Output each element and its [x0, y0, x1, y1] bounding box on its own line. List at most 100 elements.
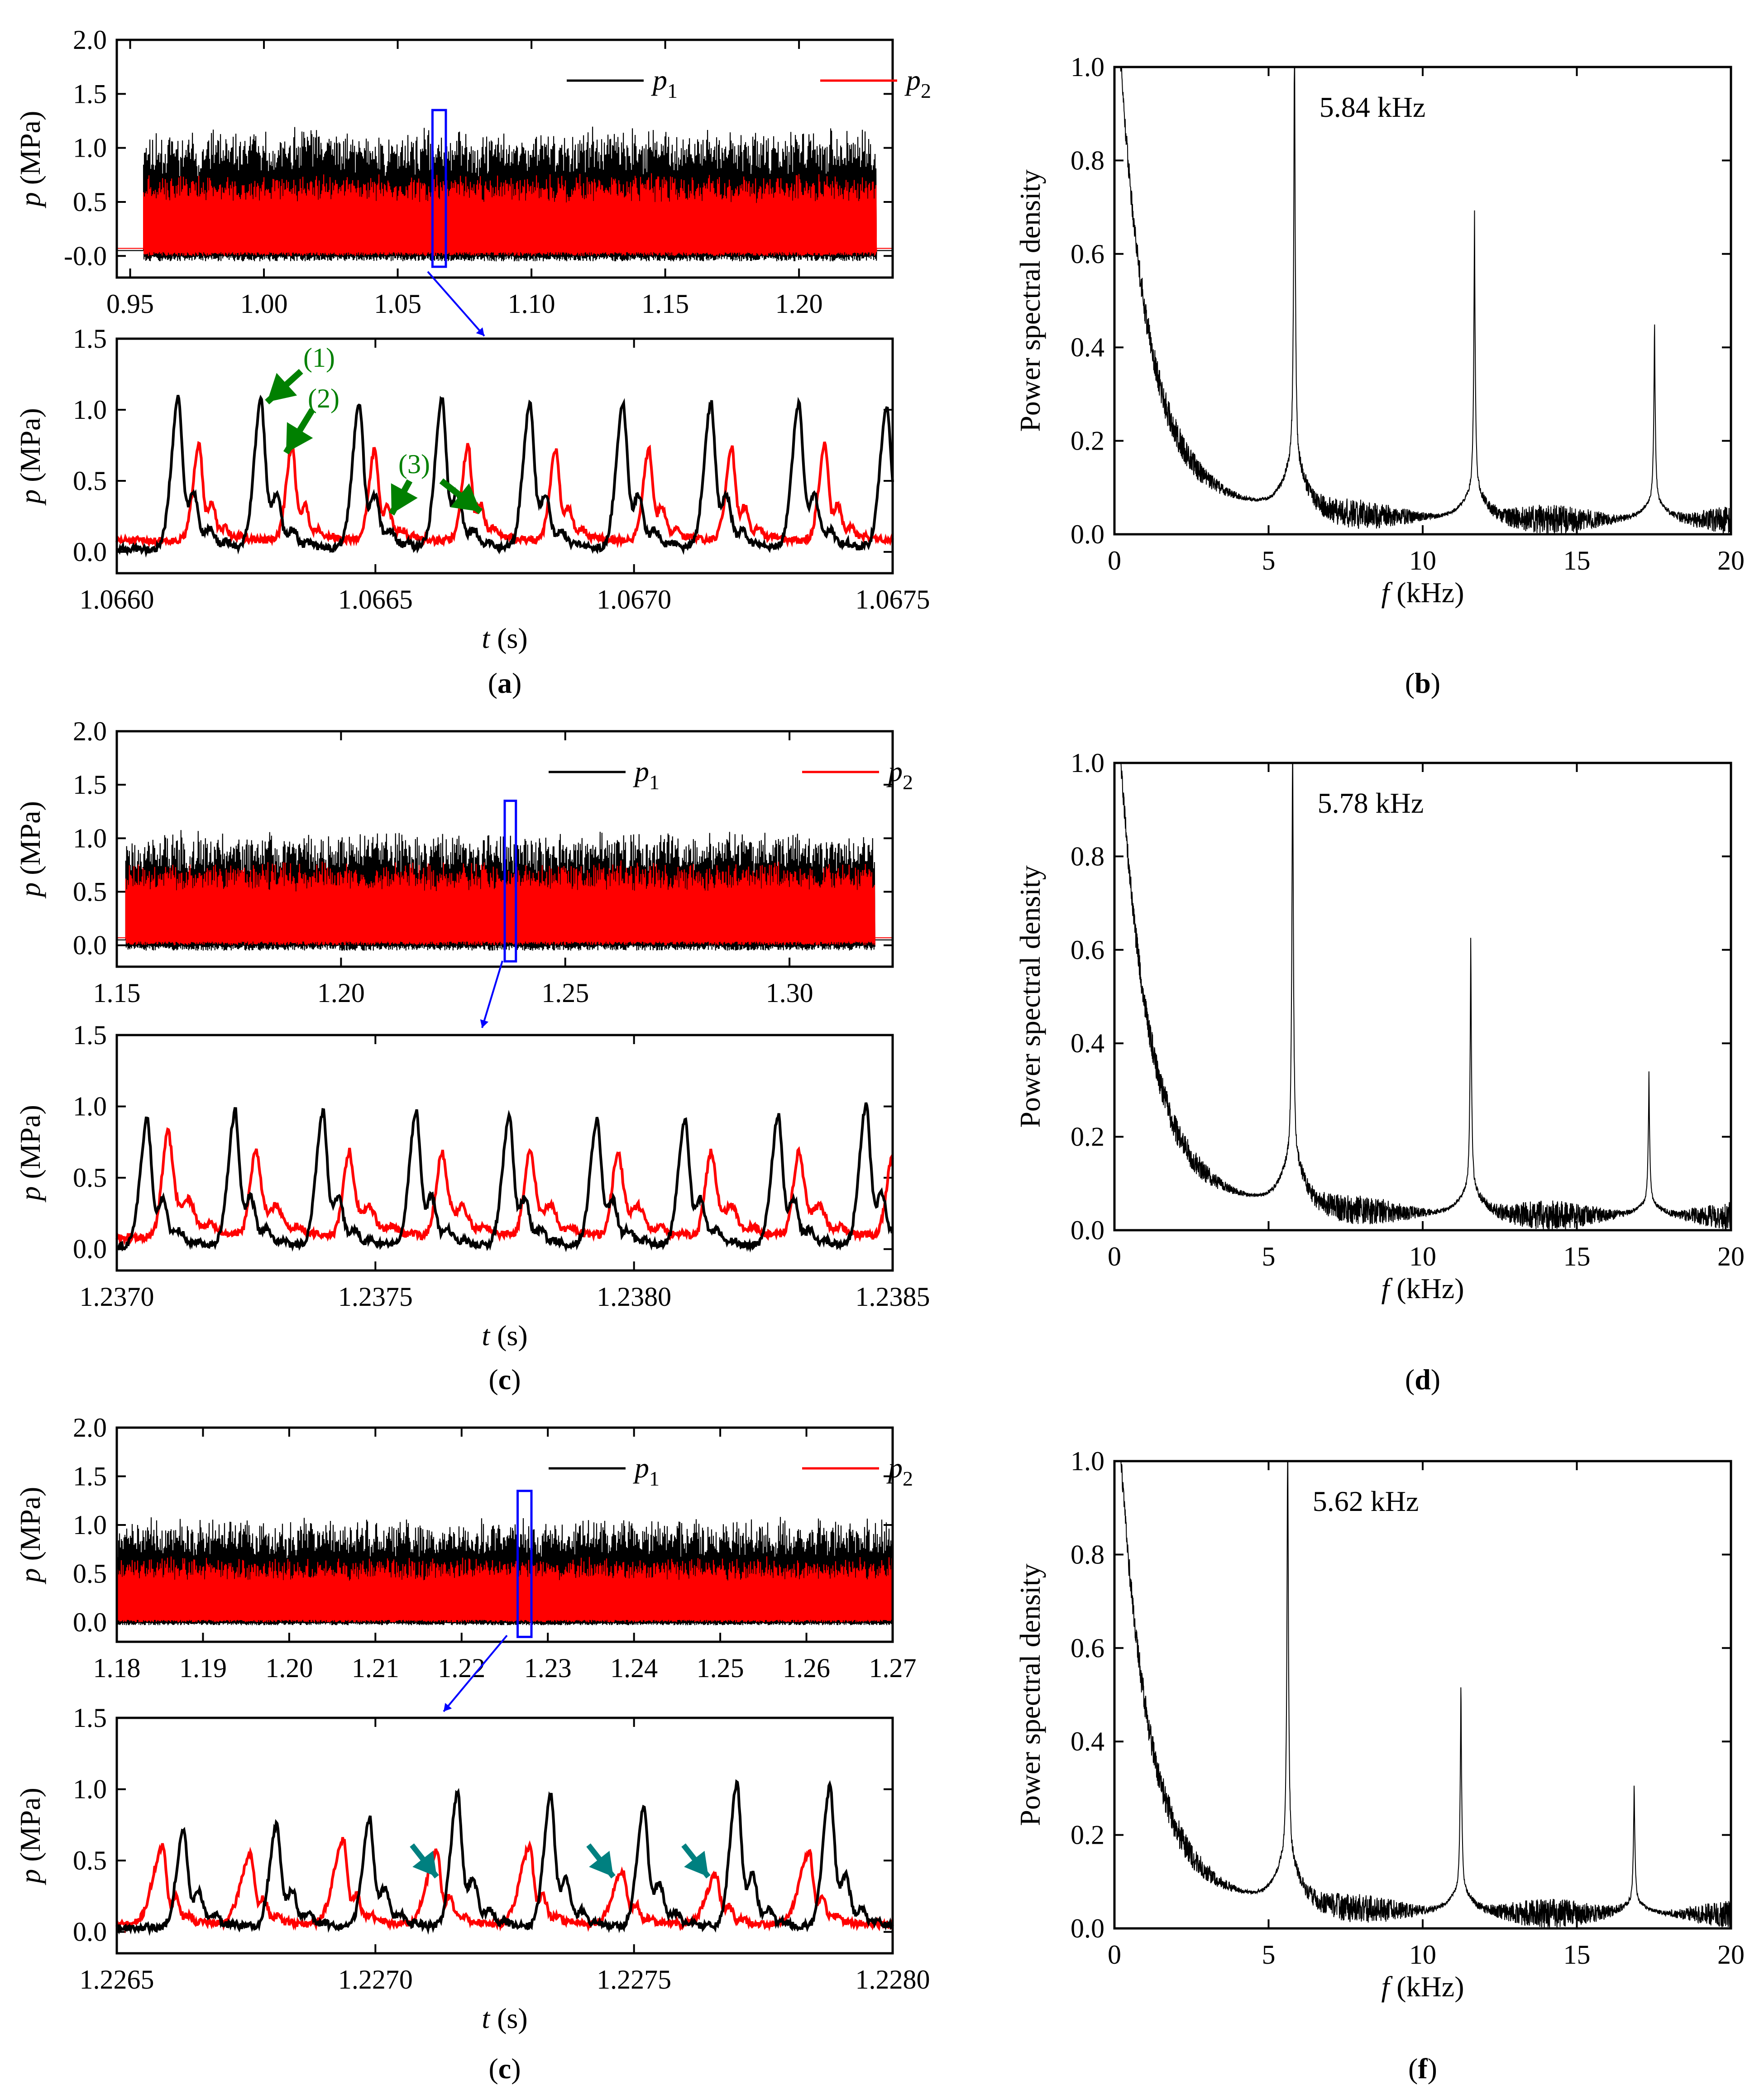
legend-symbol: p: [651, 64, 667, 96]
legend-label: p2: [886, 755, 913, 794]
x-axis-unit: (s): [490, 1319, 528, 1352]
legend-label: p1: [651, 64, 678, 102]
x-tick-label: 20: [1717, 546, 1745, 575]
y-axis-unit: (MPa): [14, 1487, 46, 1568]
x-tick-label: 5: [1262, 546, 1276, 575]
legend-label: p2: [886, 1452, 913, 1490]
y-axis-symbol: p: [14, 882, 46, 899]
x-tick-label: 1.0660: [80, 585, 154, 614]
zoom-arrow-e-head: [444, 1702, 452, 1712]
y-tick-label: 1.5: [73, 324, 107, 354]
y-tick-label: 0.0: [1071, 519, 1104, 549]
x-tick-label: 1.10: [508, 289, 555, 319]
y-tick-label: 1.5: [73, 79, 107, 109]
y-tick-label: 1.0: [73, 395, 107, 425]
paren-open: (: [488, 1363, 498, 1395]
y-axis-label: Power spectral density: [1014, 865, 1046, 1127]
panel-label-a: (a): [488, 667, 522, 699]
y-tick-label: 1.5: [73, 770, 107, 800]
y-tick-label: 0.8: [1071, 841, 1104, 871]
y-axis-unit: (MPa): [14, 1105, 46, 1186]
y-tick-label: 0.8: [1071, 145, 1104, 175]
chart-e-bottom: 1.2265 1.2270 1.2275 1.2280 0.0 0.5 1.0 1.5 p (M…: [14, 1703, 930, 2034]
legend-symbol: p: [886, 755, 903, 787]
chart-b: 0 5 10 15 20 0.0 0.2 0.4 0.6 0.8 1.0 Power spectral…: [1014, 52, 1745, 609]
x-tick-label: 15: [1563, 546, 1591, 575]
y-axis-label: p (MPa): [14, 408, 46, 506]
paren-close: ): [1431, 1363, 1440, 1395]
paren-close: ): [512, 667, 521, 699]
x-tick-label: 1.18: [93, 1653, 141, 1683]
panel-letter: c: [498, 1363, 511, 1395]
y-tick-label: 2.0: [73, 1413, 107, 1443]
y-tick-label: 0.2: [1071, 1122, 1104, 1152]
x-tick-label: 1.20: [265, 1653, 313, 1683]
teal-arrow-1-head: [412, 1851, 437, 1877]
y-tick-label: 1.5: [73, 1703, 107, 1733]
peak-frequency-label: 5.78 kHz: [1318, 787, 1424, 819]
annotation-arrow-3a-head: [391, 483, 418, 514]
plot-frame: [115, 38, 894, 279]
x-tick-label: 1.2385: [856, 1282, 930, 1312]
chart-f: 0 5 10 15 20 0.0 0.2 0.4 0.6 0.8 1.0 Power spectral…: [1014, 1446, 1745, 2003]
legend-subscript: 1: [667, 79, 678, 102]
series-p2: [115, 1837, 894, 1934]
panel-letter: c: [498, 2052, 511, 2085]
psd-series: [1118, 762, 1731, 1230]
y-tick-label: 0.2: [1071, 426, 1104, 456]
y-axis-label: p (MPa): [14, 111, 46, 209]
y-tick-label: 0.5: [73, 466, 107, 496]
series-p2: [117, 860, 893, 945]
legend-subscript: 2: [921, 79, 931, 102]
paren-open: (: [1405, 1363, 1415, 1395]
zoom-arrow-a: [427, 271, 485, 337]
y-axis-symbol: p: [14, 489, 46, 506]
psd-series: [1118, 67, 1731, 534]
x-axis-unit: (kHz): [1389, 1971, 1464, 2003]
x-tick-label: 5: [1262, 1940, 1276, 1970]
y-tick-label: 1.0: [73, 1510, 107, 1540]
y-tick-label: -0.0: [64, 241, 107, 271]
x-tick-label: 1.24: [610, 1653, 658, 1683]
y-tick-label: 1.0: [73, 1774, 107, 1804]
y-tick-label: 0.0: [73, 537, 107, 567]
x-tick-label: 15: [1563, 1940, 1591, 1970]
x-tick-label: 1.2375: [338, 1282, 413, 1312]
psd-series: [1118, 1461, 1731, 1928]
legend-subscript: 1: [649, 771, 660, 794]
y-tick-label: 0.2: [1071, 1820, 1104, 1850]
y-tick-label: 0.0: [73, 930, 107, 960]
annotation-arrow-3b-head: [450, 483, 481, 512]
teal-arrow-2-head: [589, 1851, 613, 1877]
legend-symbol: p: [904, 64, 921, 96]
plot-frame: [1113, 1460, 1732, 1930]
plot-frame: [1113, 66, 1732, 536]
paren-open: (: [488, 667, 497, 699]
zoom-region-box: [516, 1490, 533, 1638]
y-tick-label: 0.5: [73, 187, 107, 217]
y-axis-symbol: p: [14, 1869, 46, 1885]
series-p1: [116, 1779, 893, 1936]
x-tick-label: 1.2280: [856, 1965, 930, 1995]
zoom-region-box: [503, 800, 517, 963]
annotation-label-1: (1): [303, 343, 335, 373]
x-axis-unit: (kHz): [1389, 1272, 1464, 1304]
panel-label-f: (f): [1408, 2052, 1437, 2085]
panel-label-c2: (c): [488, 2052, 521, 2085]
annotation-arrow-2-head: [286, 422, 313, 453]
x-tick-label: 1.25: [541, 978, 589, 1008]
y-tick-label: 1.0: [73, 823, 107, 853]
y-tick-label: 1.0: [73, 133, 107, 163]
y-tick-label: 0.0: [73, 1917, 107, 1947]
legend-label: p1: [633, 755, 660, 794]
x-tick-label: 1.0670: [597, 585, 671, 614]
x-tick-label: 1.00: [240, 289, 288, 319]
zoom-region-box: [431, 109, 447, 268]
annotation-label-2: (2): [308, 384, 339, 413]
x-tick-label: 0: [1108, 1940, 1121, 1970]
panel-label-d: (d): [1405, 1363, 1440, 1395]
x-axis-label: f (kHz): [1381, 576, 1464, 609]
y-axis-label: Power spectral density: [1014, 169, 1046, 432]
x-tick-label: 1.15: [641, 289, 689, 319]
